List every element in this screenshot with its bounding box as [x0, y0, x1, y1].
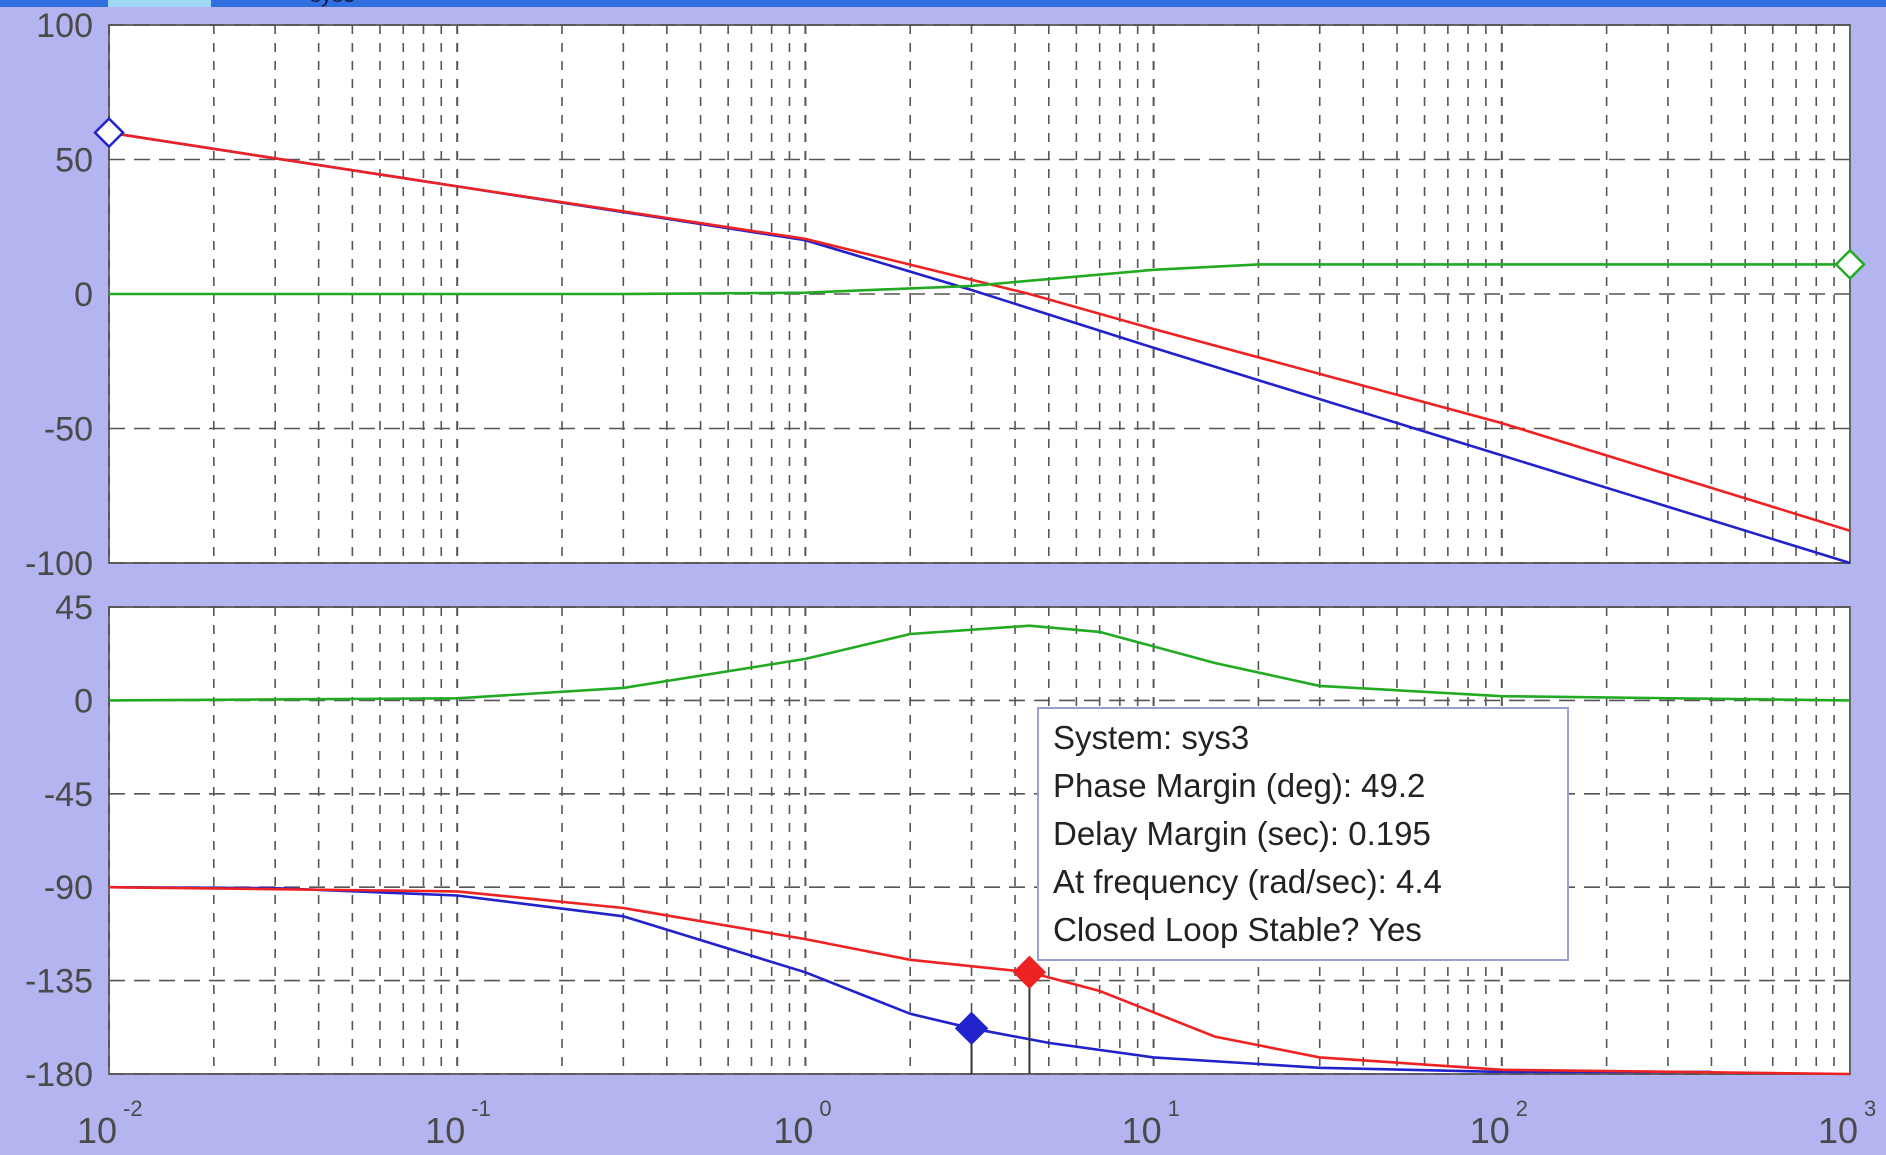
- magnitude-series-2-line: [108, 131, 1851, 532]
- tooltip-frequency: At frequency (rad/sec): 4.4: [1053, 863, 1442, 900]
- magnitude-y-tick-label: 0: [74, 276, 93, 314]
- tooltip-system: System: sys3: [1053, 719, 1249, 756]
- x-tick-label-base: 10: [773, 1110, 813, 1150]
- phase-series-3-line: [108, 624, 1851, 702]
- phase-y-tick-label: 0: [74, 682, 93, 720]
- window-title-bar: sys3: [0, 0, 1886, 7]
- x-tick-label-base: 10: [425, 1110, 465, 1150]
- tooltip-delay-margin: Delay Margin (sec): 0.195: [1053, 815, 1431, 852]
- magnitude-start-handle: [93, 116, 125, 149]
- magnitude-series-3-line: [109, 263, 1850, 296]
- magnitude-plot: 100 50 0 -50 -100: [25, 7, 1866, 583]
- phase-margin-tooltip: System: sys3 Phase Margin (deg): 49.2 De…: [1037, 707, 1569, 961]
- magnitude-end-handle: [1834, 248, 1866, 281]
- phase-y-tick-label: -180: [25, 1056, 93, 1094]
- phase-y-tick-label: -90: [44, 869, 93, 907]
- phase-plot-area: [108, 606, 1851, 1075]
- x-tick-label-base: 10: [77, 1110, 117, 1150]
- active-tab[interactable]: [108, 0, 211, 7]
- magnitude-y-tick-label: 100: [36, 7, 93, 45]
- x-tick-label-exponent: -2: [123, 1096, 143, 1121]
- phase-grid: [108, 606, 1850, 1075]
- x-tick-label-exponent: -1: [471, 1096, 491, 1121]
- x-tick-label-base: 10: [1122, 1110, 1162, 1150]
- magnitude-y-tick-label: -50: [44, 411, 93, 449]
- phase-y-tick-label: 45: [55, 589, 93, 627]
- x-tick-label-exponent: 2: [1516, 1096, 1528, 1121]
- x-tick-label-base: 10: [1818, 1110, 1858, 1150]
- phase-plot: 45 0 -45 -90 -135 -180: [25, 589, 1851, 1094]
- x-tick-label-exponent: 0: [819, 1096, 831, 1121]
- x-tick-label-exponent: 1: [1168, 1096, 1180, 1121]
- tooltip-stability: Closed Loop Stable? Yes: [1053, 911, 1422, 948]
- x-tick-label-base: 10: [1470, 1110, 1510, 1150]
- phase-y-tick-label: -135: [25, 963, 93, 1001]
- tooltip-box: [1037, 707, 1569, 961]
- magnitude-y-tick-label: 50: [55, 142, 93, 180]
- tooltip-phase-margin: Phase Margin (deg): 49.2: [1053, 767, 1425, 804]
- x-tick-label-exponent: 3: [1864, 1096, 1876, 1121]
- magnitude-y-tick-label: -100: [25, 545, 93, 583]
- window-title-fragment: sys3: [310, 0, 355, 8]
- phase-marker-1: [954, 1011, 989, 1046]
- phase-y-tick-label: -45: [44, 776, 93, 814]
- phase-marker-2: [1012, 955, 1047, 990]
- phase-series-1-line: [108, 885, 1712, 1074]
